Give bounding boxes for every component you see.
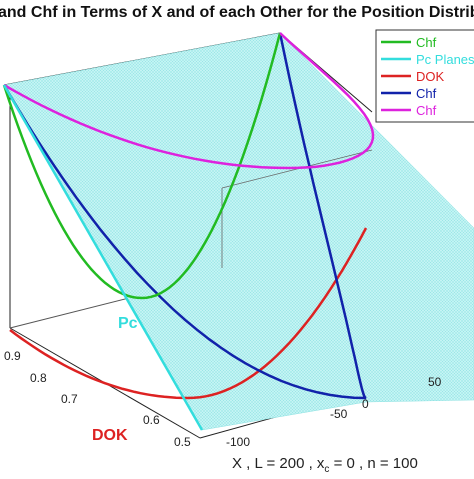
x-tick-label: -50 <box>330 407 348 421</box>
legend-label: Pc Planes <box>416 52 474 67</box>
parameter-annotation: X , L = 200 , xc = 0 , n = 100 <box>232 455 418 474</box>
series-line-chf-magenta <box>3 32 375 170</box>
legend-entry-dok: DOK <box>381 69 445 84</box>
legend-label: DOK <box>416 69 445 84</box>
legend-label: Chf <box>416 35 437 50</box>
legend-entry-chf-blue: Chf <box>381 86 437 101</box>
dok-tick-label: 0.6 <box>143 413 160 427</box>
legend-entry-pc-planes: Pc Planes <box>381 52 474 67</box>
legend-label: Chf <box>416 103 437 118</box>
x-tick-label: 0 <box>362 397 369 411</box>
dok-tick-label: 0.5 <box>174 435 191 449</box>
dok-axis-ticks: 0.9 0.8 0.7 0.6 0.5 <box>4 349 191 449</box>
chart-title: and Chf in Terms of X and of each Other … <box>0 4 474 21</box>
legend: Chf Pc Planes DOK Chf Chf <box>375 29 474 123</box>
legend-entry-chf-magenta: Chf <box>381 103 437 118</box>
dok-tick-label: 0.9 <box>4 349 21 363</box>
pc-axis-line <box>2 84 204 431</box>
x-tick-label: -100 <box>226 435 250 449</box>
x-axis-ticks: -100 -50 0 50 <box>226 375 442 449</box>
legend-label: Chf <box>416 86 437 101</box>
dok-tick-label: 0.7 <box>61 392 78 406</box>
x-tick-label: 50 <box>428 375 442 389</box>
series-line-dok <box>9 227 368 400</box>
pc-axis-label: Pc <box>118 315 138 332</box>
series-line-chf-blue <box>2 32 367 400</box>
legend-entry-chf-green: Chf <box>381 35 437 50</box>
dok-tick-label: 0.8 <box>30 371 47 385</box>
dok-axis-label: DOK <box>92 427 128 444</box>
series-line-chf-green <box>2 32 282 300</box>
